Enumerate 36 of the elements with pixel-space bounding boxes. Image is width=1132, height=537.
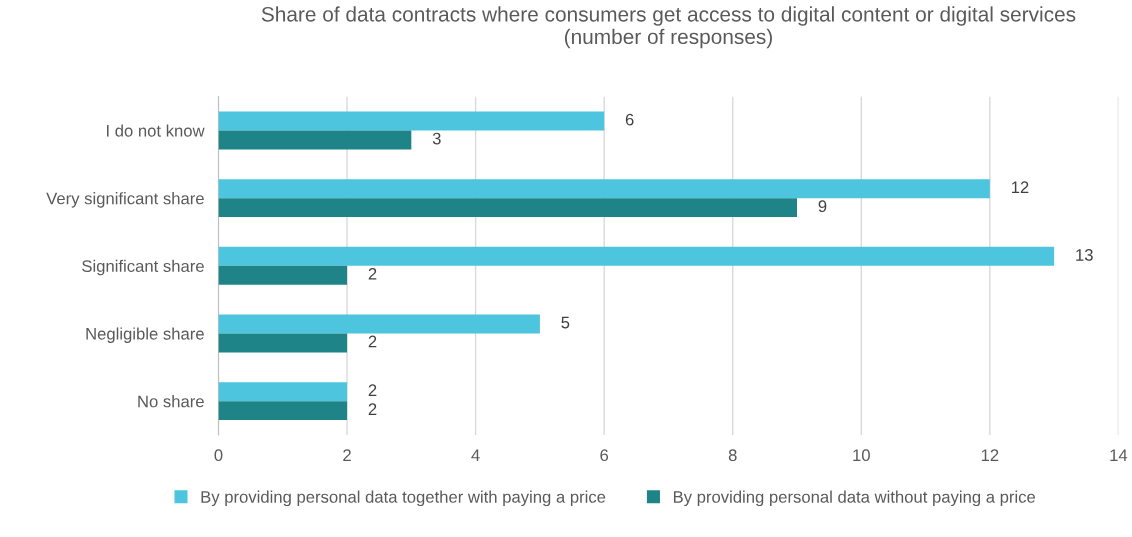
bar bbox=[218, 198, 798, 218]
data-label: 9 bbox=[818, 200, 827, 213]
data-label: 5 bbox=[561, 316, 570, 329]
data-label: 2 bbox=[368, 335, 377, 348]
bar bbox=[218, 246, 1055, 266]
bar bbox=[218, 179, 990, 199]
data-label: 2 bbox=[368, 384, 377, 396]
bar bbox=[218, 130, 412, 150]
y-tick-label: No share bbox=[138, 395, 204, 408]
chart-title: Share of data contracts where consumers get access to digital content or digital services (number of responses) bbox=[261, 6, 1076, 49]
x-tick-label: 14 bbox=[1110, 449, 1128, 461]
data-label: 6 bbox=[625, 113, 634, 126]
x-tick-label: 6 bbox=[600, 449, 609, 462]
x-tick-label: 8 bbox=[728, 449, 737, 462]
bar bbox=[218, 333, 348, 353]
bar bbox=[218, 111, 605, 131]
y-tick-label: Significant share bbox=[82, 259, 204, 276]
data-label: 2 bbox=[368, 403, 377, 415]
y-tick-label: Very significant share bbox=[46, 192, 204, 208]
legend-label: By providing personal data without paying a price bbox=[673, 490, 1036, 507]
x-tick-label: 4 bbox=[471, 449, 480, 461]
x-tick-label: 0 bbox=[214, 449, 223, 462]
y-tick-label: Negligible share bbox=[86, 327, 204, 343]
x-tick-label: 12 bbox=[981, 449, 999, 461]
data-label: 13 bbox=[1076, 249, 1093, 261]
data-label: 12 bbox=[1011, 181, 1029, 193]
legend-label: By providing personal data together with paying a price bbox=[201, 490, 606, 507]
bar bbox=[218, 401, 348, 421]
x-tick-label: 2 bbox=[343, 449, 351, 461]
y-tick-label: I do not know bbox=[107, 124, 205, 137]
bar bbox=[218, 382, 348, 402]
data-label: 2 bbox=[368, 267, 377, 280]
bar bbox=[218, 314, 540, 334]
data-label: 3 bbox=[432, 132, 441, 145]
x-tick-label: 10 bbox=[853, 449, 870, 462]
bar bbox=[218, 265, 348, 285]
